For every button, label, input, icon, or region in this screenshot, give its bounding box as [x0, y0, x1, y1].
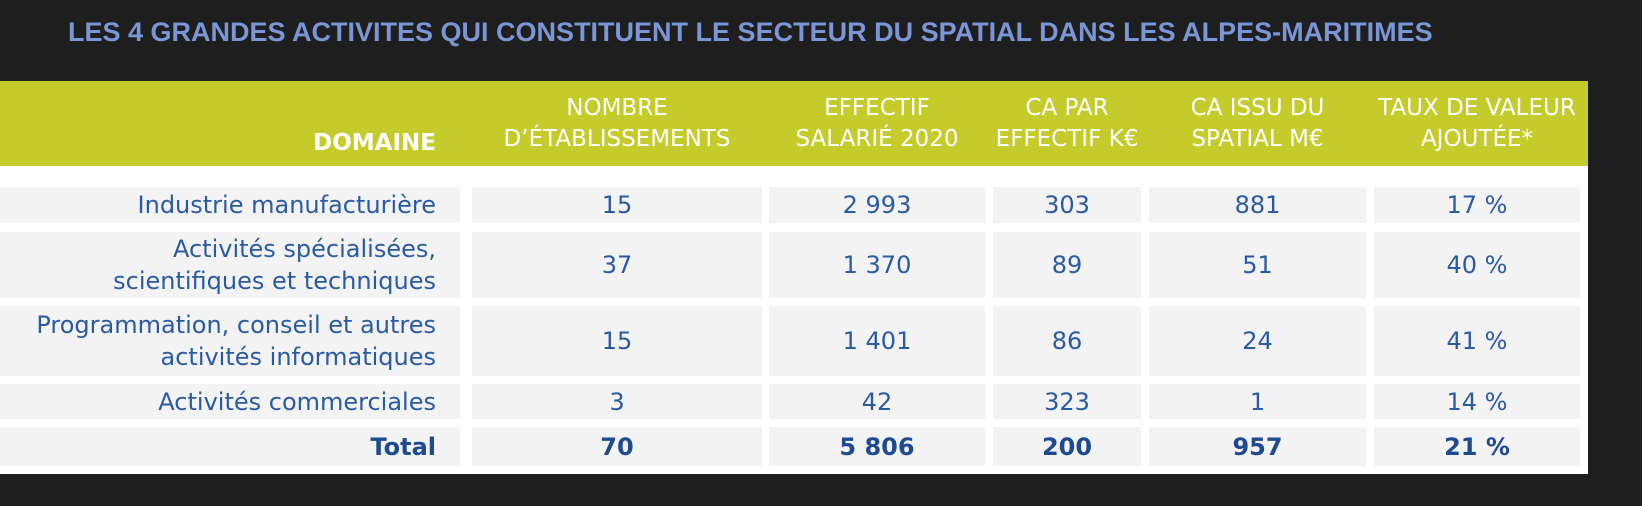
- row-label: Industrie manufacturière: [138, 189, 436, 221]
- table-cell-taux-va: 41 %: [1374, 306, 1580, 376]
- table-cell-domaine: Programmation, conseil et autres activité…: [0, 306, 460, 376]
- column-header-ca-par-effectif: CA PAR EFFECTIF K€: [993, 81, 1141, 166]
- table-cell-domaine: Industrie manufacturière: [0, 187, 460, 223]
- column-header-ca-spatial: CA ISSU DU SPATIAL M€: [1149, 81, 1366, 166]
- table-cell-taux-va: 40 %: [1374, 232, 1580, 298]
- table-cell-ca-par-effectif: 323: [993, 384, 1141, 419]
- table-cell-effectif: 42: [769, 384, 985, 419]
- total-cell-effectif: 5 806: [769, 427, 985, 466]
- data-table: DOMAINE NOMBRE D’ÉTABLISSEMENTS EFFECTIF SAL…: [0, 81, 1588, 474]
- column-header-domaine: DOMAINE: [0, 81, 436, 166]
- column-header-effectif: EFFECTIF SALARIÉ 2020: [769, 81, 985, 166]
- total-cell-ca-par-effectif: 200: [993, 427, 1141, 466]
- table-cell-ca-par-effectif: 86: [993, 306, 1141, 376]
- column-header-line: DOMAINE: [313, 130, 436, 156]
- table-cell-ca-spatial: 51: [1149, 232, 1366, 298]
- table-cell-ca-par-effectif: 89: [993, 232, 1141, 298]
- column-header-line: D’ÉTABLISSEMENTS: [503, 125, 731, 152]
- row-label-line: Industrie manufacturière: [137, 191, 436, 219]
- column-header-etablissements: NOMBRE D’ÉTABLISSEMENTS: [472, 81, 762, 166]
- column-header-line: NOMBRE: [566, 94, 668, 121]
- table-cell-taux-va: 17 %: [1374, 187, 1580, 223]
- column-header-line: EFFECTIF K€: [995, 125, 1139, 152]
- table-cell-effectif: 1 370: [769, 232, 985, 298]
- table-header: DOMAINE NOMBRE D’ÉTABLISSEMENTS EFFECTIF SAL…: [0, 81, 1588, 166]
- row-label-line: Activités commerciales: [158, 387, 436, 416]
- column-header-line: AJOUTÉE*: [1420, 125, 1534, 152]
- table-cell-domaine: Activités commerciales: [0, 384, 460, 419]
- column-header-line: EFFECTIF: [824, 94, 930, 121]
- table-cell-ca-par-effectif: 303: [993, 187, 1141, 223]
- row-label-line: scientifiques et techniques: [113, 267, 436, 295]
- total-cell-domaine: Total: [0, 427, 460, 466]
- table-cell-effectif: 2 993: [769, 187, 985, 223]
- column-header-line: SALARIÉ 2020: [795, 125, 959, 152]
- table-cell-taux-va: 14 %: [1374, 384, 1580, 419]
- column-header-line: TAUX DE VALEUR: [1378, 94, 1576, 121]
- table-cell-etablissements: 15: [472, 187, 762, 223]
- chart-title: LES 4 GRANDES ACTIVITES QUI CONSTITUENT …: [68, 17, 1433, 47]
- row-label: Activités commerciales: [158, 386, 436, 418]
- total-cell-etablissements: 70: [472, 427, 762, 466]
- table-cell-effectif: 1 401: [769, 306, 985, 376]
- table-cell-etablissements: 37: [472, 232, 762, 298]
- table-cell-ca-spatial: 1: [1149, 384, 1366, 419]
- column-header-taux-va: TAUX DE VALEUR AJOUTÉE*: [1374, 81, 1580, 166]
- table-cell-etablissements: 15: [472, 306, 762, 376]
- table-cell-domaine: Activités spécialisées, scientifiques et …: [0, 232, 460, 298]
- table-cell-ca-spatial: 881: [1149, 187, 1366, 223]
- row-label-line: activités informatiques: [160, 343, 437, 371]
- total-cell-taux-va: 21 %: [1374, 427, 1580, 466]
- column-header-line: SPATIAL M€: [1191, 125, 1324, 152]
- column-header-line: CA ISSU DU: [1190, 94, 1325, 121]
- column-header-line: CA PAR: [1025, 94, 1109, 121]
- row-label: Programmation, conseil et autres activité…: [36, 309, 436, 373]
- row-label-line: Programmation, conseil et autres: [36, 311, 436, 339]
- table-cell-ca-spatial: 24: [1149, 306, 1366, 376]
- row-label: Activités spécialisées, scientifiques et …: [113, 233, 436, 297]
- row-label-line: Activités spécialisées,: [172, 235, 436, 263]
- total-cell-ca-spatial: 957: [1149, 427, 1366, 466]
- table-cell-etablissements: 3: [472, 384, 762, 419]
